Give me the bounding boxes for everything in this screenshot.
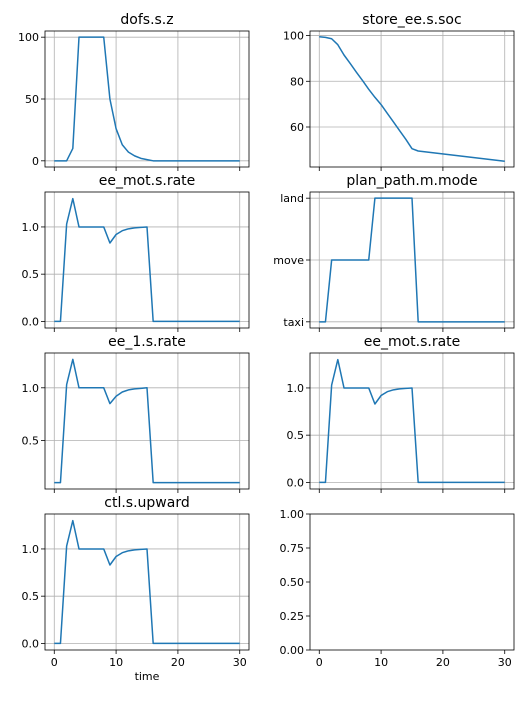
subplot-title: plan_path.m.mode xyxy=(346,173,477,189)
subplot-6: 0.0 0.5 1.0 ee_mot.s.rate xyxy=(287,334,515,493)
series-line xyxy=(319,358,505,484)
subplot-title: ee_mot.s.rate xyxy=(99,173,196,189)
x-tick-label: 10 xyxy=(109,656,123,669)
series-line xyxy=(54,358,240,484)
subplot-title: ctl.s.upward xyxy=(104,495,189,511)
x-tick-label: 20 xyxy=(171,656,185,669)
y-tick-label: 1.0 xyxy=(22,543,40,556)
subplot-5: 0.5 1.0 ee_1.s.rate xyxy=(22,334,250,493)
y-tick-label: move xyxy=(273,254,304,267)
y-tick-label: 0.0 xyxy=(22,637,40,650)
y-tick-label: 0.5 xyxy=(287,429,305,442)
y-tick-label: land xyxy=(280,192,304,205)
y-tick-label: 1.0 xyxy=(22,382,40,395)
y-tick-label: 0.0 xyxy=(287,476,305,489)
x-tick-label: 10 xyxy=(374,656,388,669)
x-tick-label: 0 xyxy=(51,656,58,669)
y-tick-label: 0.0 xyxy=(22,315,40,328)
y-tick-label: 0.5 xyxy=(22,435,40,448)
subplot-2: 60 80 100 store_ee.s.soc xyxy=(283,12,515,171)
y-tick-label: 100 xyxy=(283,30,304,43)
y-tick-label: 1.00 xyxy=(280,508,305,521)
y-tick-label: taxi xyxy=(283,316,304,329)
y-tick-label: 80 xyxy=(290,75,304,88)
y-tick-label: 0 xyxy=(32,155,39,168)
y-tick-label: 50 xyxy=(25,93,39,106)
axes-frame xyxy=(309,513,515,651)
subplot-title: ee_mot.s.rate xyxy=(364,334,461,350)
series-line xyxy=(54,519,240,645)
subplot-1: 0 50 100 dofs.s.z xyxy=(18,12,250,171)
subplot-7: 0 10 20 30 0.0 0.5 1.0 ctl.s.upward time xyxy=(22,495,250,683)
x-tick-label: 0 xyxy=(316,656,323,669)
y-tick-label: 60 xyxy=(290,121,304,134)
y-tick-label: 0.5 xyxy=(22,268,40,281)
subplot-title: ee_1.s.rate xyxy=(108,334,186,350)
y-tick-label: 0.25 xyxy=(280,610,305,623)
series-line xyxy=(319,35,505,163)
subplot-8: 0 10 20 30 0.00 0.25 0.50 0.75 1.00 xyxy=(280,508,515,669)
axes-frame xyxy=(44,352,250,490)
y-tick-label: 100 xyxy=(18,31,39,44)
y-tick-label: 1.0 xyxy=(22,221,40,234)
subplot-title: dofs.s.z xyxy=(120,12,173,28)
axes-frame xyxy=(44,513,250,651)
subplot-4: taxi move land plan_path.m.mode xyxy=(273,173,515,332)
series-line xyxy=(54,36,240,162)
axes-frame xyxy=(44,191,250,329)
x-tick-label: 30 xyxy=(498,656,512,669)
x-axis-label: time xyxy=(135,670,160,683)
y-tick-label: 0.00 xyxy=(280,644,305,657)
axes-frame xyxy=(309,30,515,168)
subplot-title: store_ee.s.soc xyxy=(362,12,461,28)
series-line xyxy=(54,197,240,323)
axes-frame xyxy=(309,352,515,490)
y-tick-label: 0.50 xyxy=(280,576,305,589)
y-tick-label: 1.0 xyxy=(287,382,305,395)
x-tick-label: 20 xyxy=(436,656,450,669)
y-tick-label: 0.5 xyxy=(22,590,40,603)
subplot-3: 0.0 0.5 1.0 ee_mot.s.rate xyxy=(22,173,250,332)
y-tick-label: 0.75 xyxy=(280,542,305,555)
x-tick-label: 30 xyxy=(233,656,247,669)
series-line xyxy=(319,197,505,323)
